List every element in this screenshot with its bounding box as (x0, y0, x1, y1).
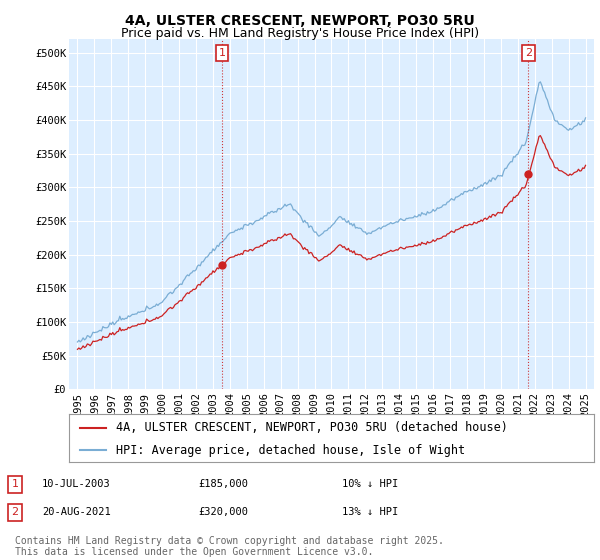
Text: £185,000: £185,000 (198, 479, 248, 489)
Text: 10-JUL-2003: 10-JUL-2003 (42, 479, 111, 489)
Text: 4A, ULSTER CRESCENT, NEWPORT, PO30 5RU (detached house): 4A, ULSTER CRESCENT, NEWPORT, PO30 5RU (… (116, 421, 508, 434)
Text: 2: 2 (11, 507, 19, 517)
Text: 13% ↓ HPI: 13% ↓ HPI (342, 507, 398, 517)
Text: 2: 2 (525, 48, 532, 58)
Text: 20-AUG-2021: 20-AUG-2021 (42, 507, 111, 517)
Text: 1: 1 (218, 48, 226, 58)
Text: 10% ↓ HPI: 10% ↓ HPI (342, 479, 398, 489)
Text: £320,000: £320,000 (198, 507, 248, 517)
Text: Contains HM Land Registry data © Crown copyright and database right 2025.
This d: Contains HM Land Registry data © Crown c… (15, 535, 444, 557)
Text: HPI: Average price, detached house, Isle of Wight: HPI: Average price, detached house, Isle… (116, 444, 466, 456)
Text: 1: 1 (11, 479, 19, 489)
Text: Price paid vs. HM Land Registry's House Price Index (HPI): Price paid vs. HM Land Registry's House … (121, 27, 479, 40)
Text: 4A, ULSTER CRESCENT, NEWPORT, PO30 5RU: 4A, ULSTER CRESCENT, NEWPORT, PO30 5RU (125, 14, 475, 28)
